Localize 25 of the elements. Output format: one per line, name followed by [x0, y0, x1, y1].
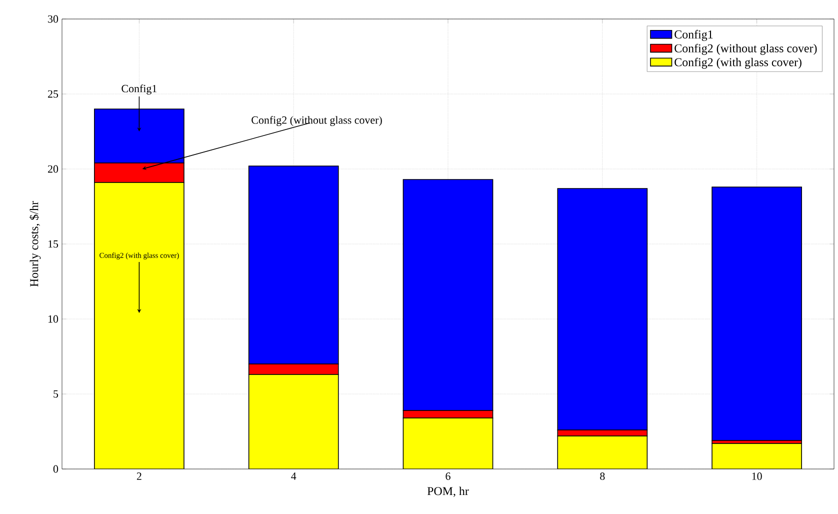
annotation: Config1 [122, 84, 156, 95]
y-axis-title: Hourly costs, $/hr [29, 201, 41, 287]
y-tick-label: 30 [48, 15, 58, 23]
bar [248, 374, 339, 469]
y-tick-label: 15 [48, 240, 58, 248]
x-tick-label: 6 [446, 472, 450, 480]
x-tick-label: 2 [136, 472, 142, 480]
bar [557, 436, 648, 469]
bar [712, 443, 802, 469]
x-tick-label: 10 [752, 472, 762, 480]
legend-label: Config1 [674, 30, 713, 41]
legend-label: Config2 (with glass cover) [674, 58, 802, 69]
bar [712, 186, 802, 441]
legend-label: Config2 (without glass cover) [674, 44, 817, 55]
y-tick-label: 25 [48, 90, 58, 98]
x-tick-label: 8 [600, 472, 605, 480]
annotation: Config2 (without glass cover) [252, 116, 382, 126]
bar [402, 418, 494, 469]
y-tick-label: 10 [48, 315, 58, 323]
y-tick-label: 5 [54, 390, 58, 398]
bar [94, 182, 184, 469]
y-tick-label: 0 [53, 465, 58, 473]
y-tick-label: 20 [48, 165, 58, 173]
x-axis-title: POM, hr [427, 486, 469, 497]
x-tick-label: 4 [291, 472, 296, 480]
